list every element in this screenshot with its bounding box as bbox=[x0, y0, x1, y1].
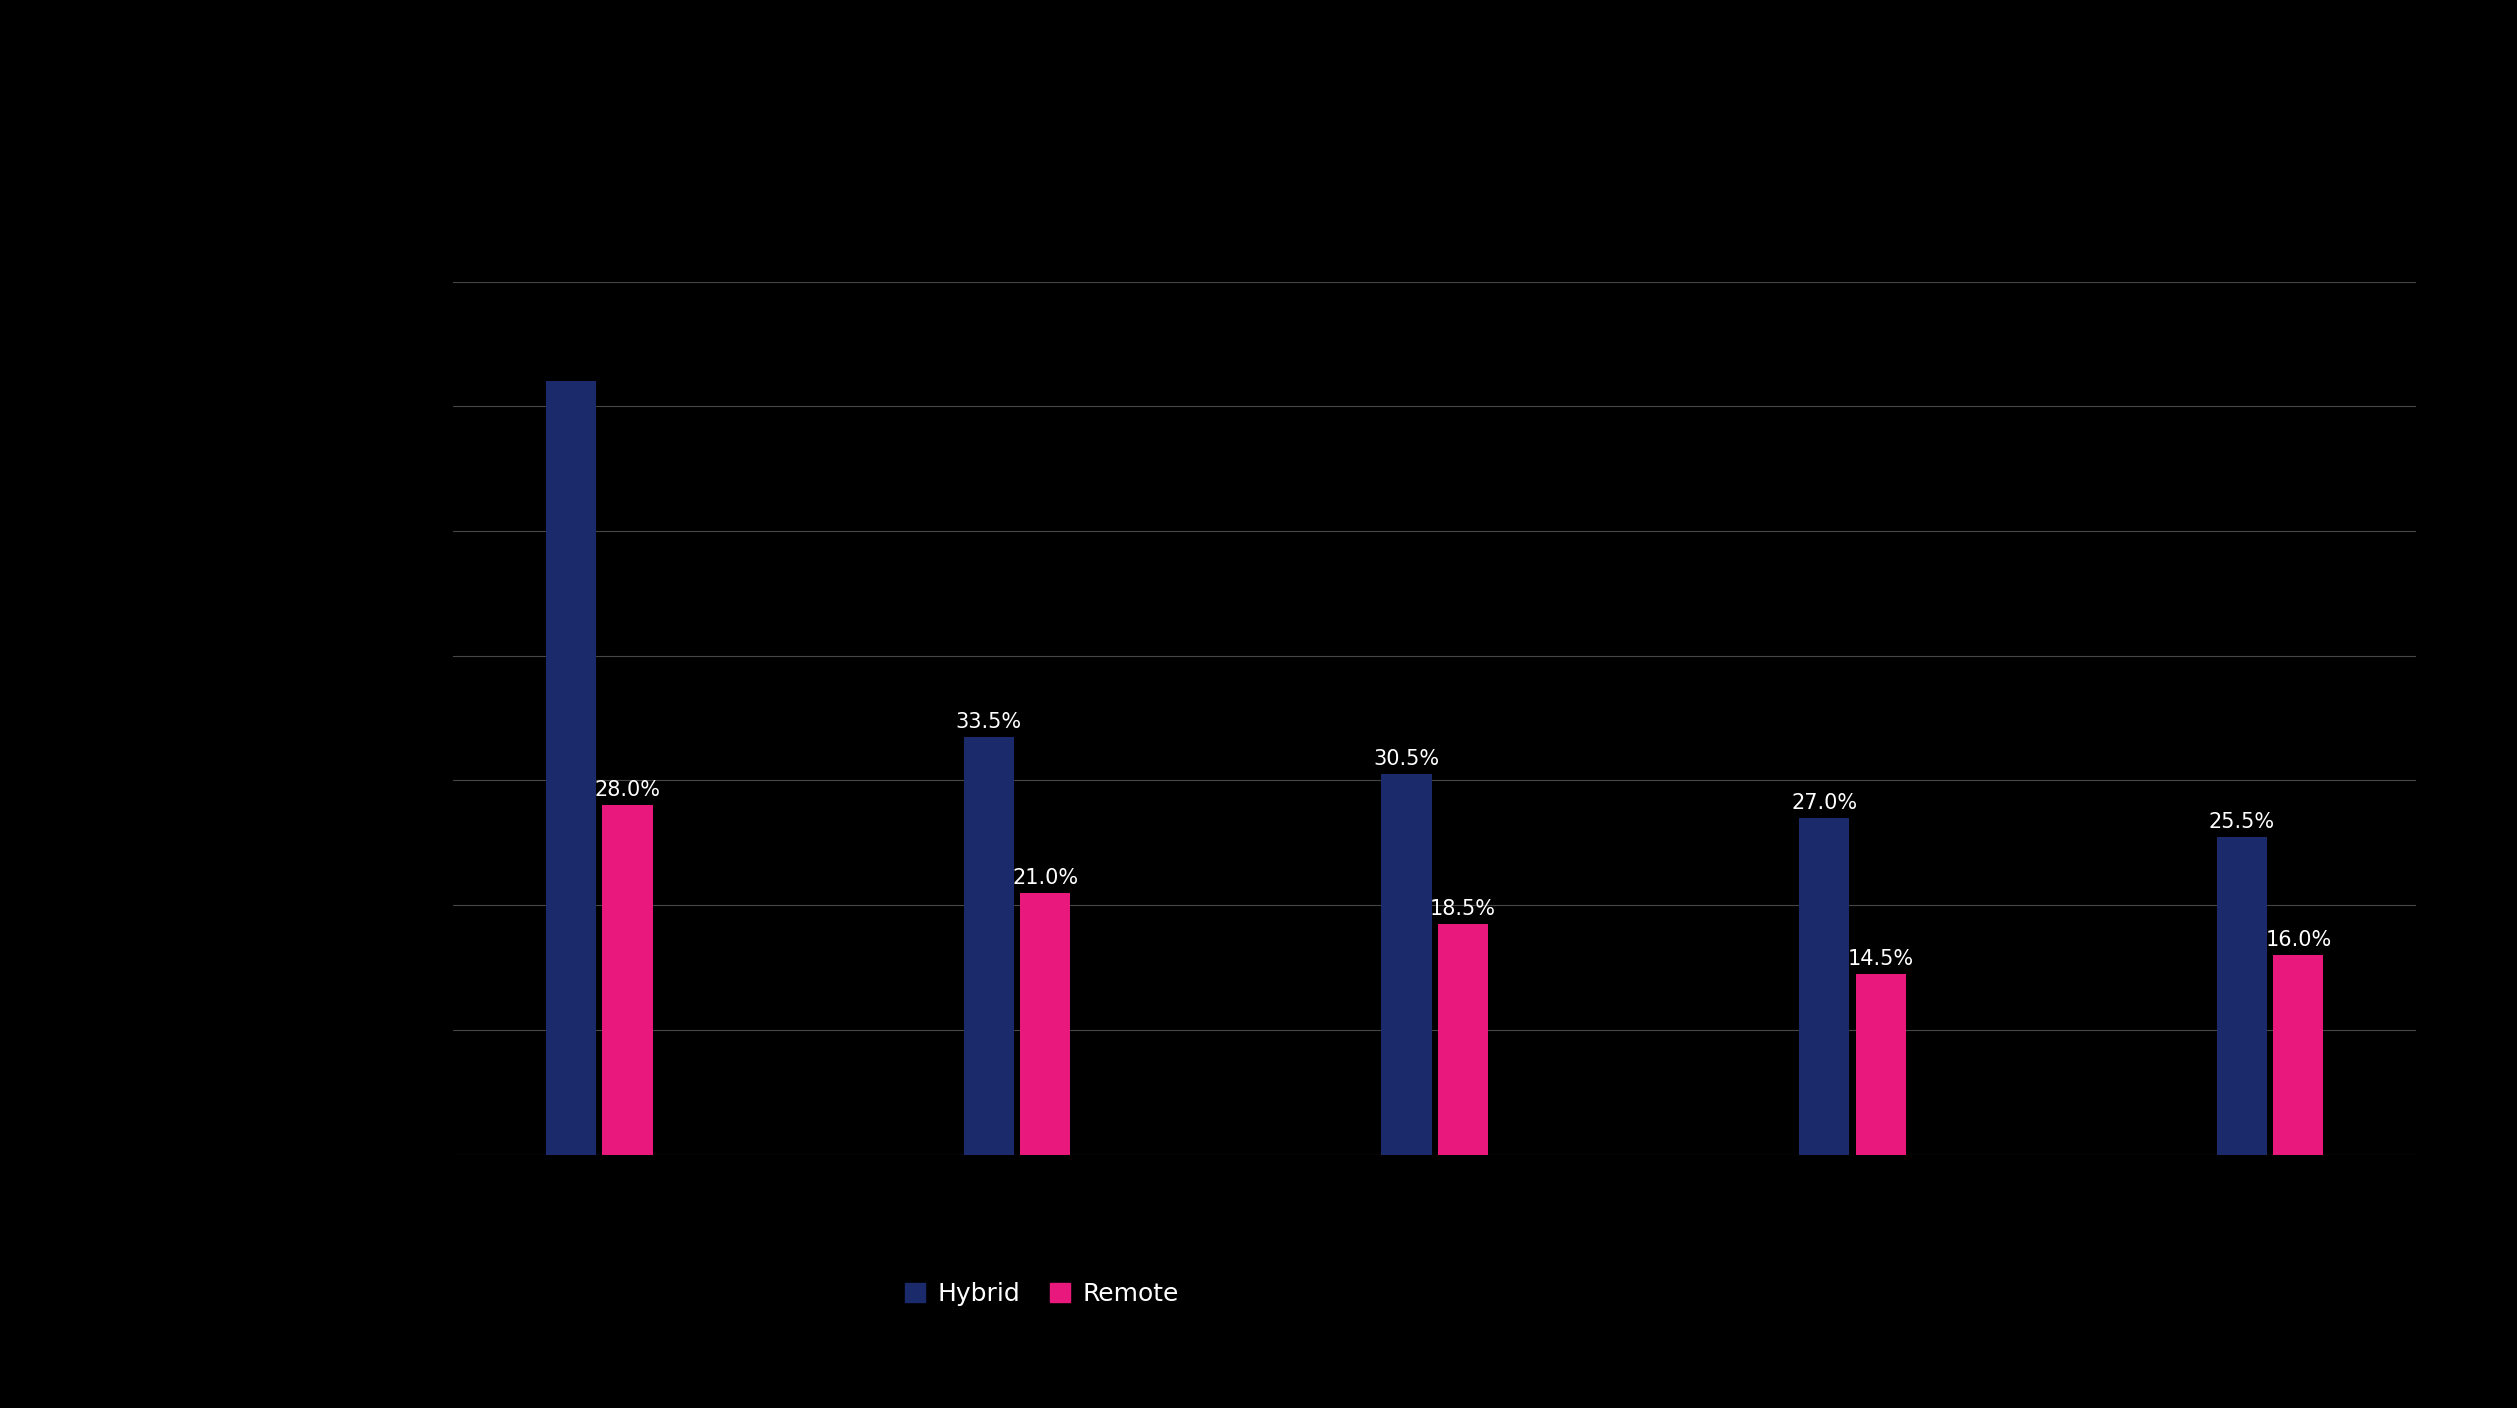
Text: 25.5%: 25.5% bbox=[2210, 811, 2275, 832]
Bar bbox=[602, 805, 652, 1155]
Legend: Hybrid, Remote: Hybrid, Remote bbox=[896, 1271, 1188, 1316]
Bar bbox=[546, 382, 597, 1155]
Text: 14.5%: 14.5% bbox=[1847, 949, 1913, 969]
Text: 28.0%: 28.0% bbox=[594, 780, 659, 800]
Bar bbox=[1800, 818, 1850, 1155]
Bar bbox=[2217, 836, 2268, 1155]
Bar bbox=[1019, 893, 1070, 1155]
Bar bbox=[1855, 974, 1905, 1155]
Bar bbox=[964, 736, 1014, 1155]
Text: 33.5%: 33.5% bbox=[956, 712, 1022, 732]
Text: 16.0%: 16.0% bbox=[2265, 931, 2331, 950]
Bar bbox=[2273, 955, 2323, 1155]
Bar bbox=[1382, 774, 1432, 1155]
Text: 21.0%: 21.0% bbox=[1012, 867, 1077, 887]
Text: 30.5%: 30.5% bbox=[1374, 749, 1440, 769]
Text: 18.5%: 18.5% bbox=[1430, 898, 1495, 919]
Text: 27.0%: 27.0% bbox=[1792, 793, 1858, 812]
Bar bbox=[1437, 924, 1488, 1155]
